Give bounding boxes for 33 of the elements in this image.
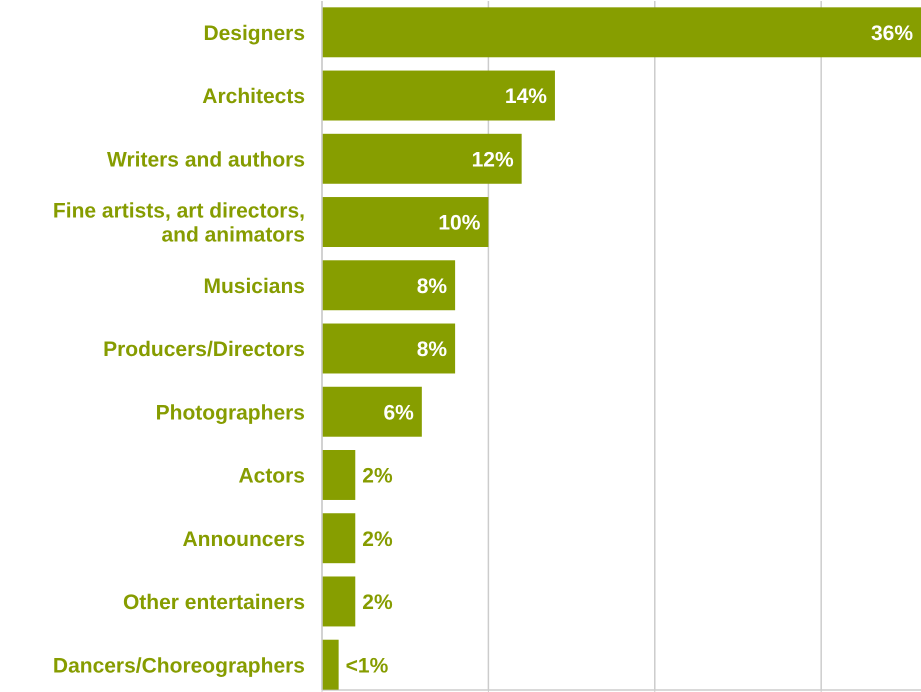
data-label: 2% xyxy=(362,464,393,488)
bar xyxy=(322,386,422,437)
bar xyxy=(322,70,555,121)
bar xyxy=(322,450,356,500)
data-label: 8% xyxy=(416,274,448,298)
y-tick-label: Fine artists, art directors, and animators xyxy=(52,200,305,247)
bar xyxy=(322,197,488,247)
y-tick-label: Producers/Directors xyxy=(103,338,305,362)
data-label: 10% xyxy=(438,212,481,235)
y-tick-label: Other entertainers xyxy=(122,591,305,614)
bar xyxy=(322,134,522,184)
data-label: 36% xyxy=(870,22,914,45)
y-tick-label: Photographers xyxy=(156,401,305,424)
data-label: 6% xyxy=(383,401,414,424)
y-tick-label: Announcers xyxy=(182,528,305,551)
bar xyxy=(322,513,356,564)
bar xyxy=(322,260,456,310)
bar xyxy=(322,576,356,626)
bar xyxy=(322,7,921,58)
data-label: 2% xyxy=(362,591,393,614)
data-label: 8% xyxy=(416,338,448,362)
y-tick-label: Actors xyxy=(238,464,305,488)
y-tick-label: Architects xyxy=(202,85,305,108)
data-label: 2% xyxy=(362,528,393,551)
data-label: 12% xyxy=(472,148,514,172)
y-tick-label: Writers and authors xyxy=(107,148,305,172)
data-label: 14% xyxy=(504,85,548,108)
data-label: <1% xyxy=(346,654,389,678)
y-tick-label: Dancers/Choreographers xyxy=(52,654,305,678)
y-tick-label: Musicians xyxy=(203,274,305,298)
y-tick-label: Designers xyxy=(203,22,305,45)
bar xyxy=(322,324,456,374)
bar xyxy=(322,640,339,690)
